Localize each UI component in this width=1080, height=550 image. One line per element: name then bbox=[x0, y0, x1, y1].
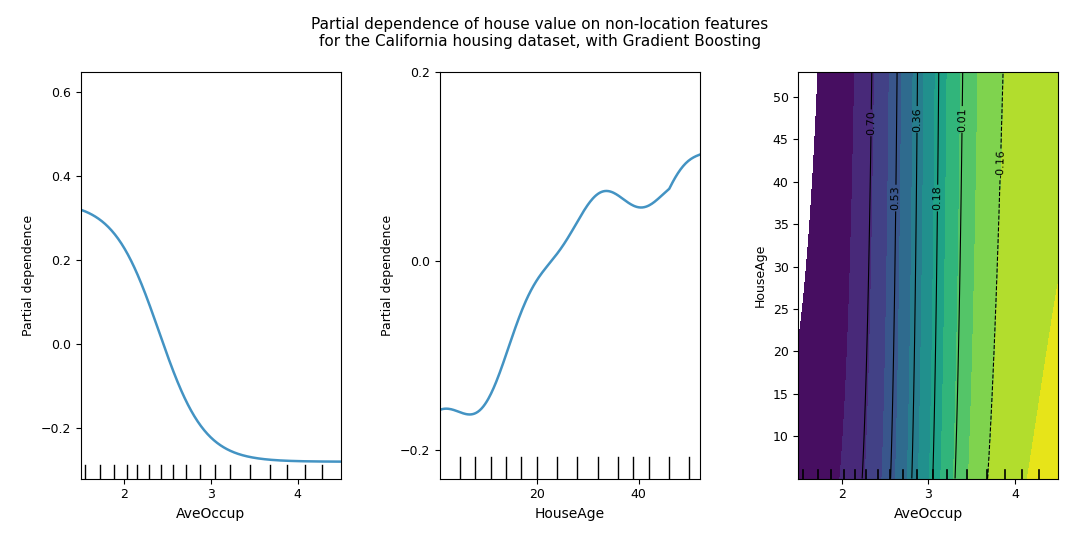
Text: 0.53: 0.53 bbox=[891, 186, 901, 211]
Text: 0.01: 0.01 bbox=[957, 107, 968, 132]
Text: Partial dependence of house value on non-location features
for the California ho: Partial dependence of house value on non… bbox=[311, 16, 769, 49]
Text: -0.16: -0.16 bbox=[995, 150, 1005, 178]
Text: 0.36: 0.36 bbox=[912, 107, 922, 132]
X-axis label: AveOccup: AveOccup bbox=[894, 507, 963, 521]
Y-axis label: Partial dependence: Partial dependence bbox=[381, 214, 394, 336]
X-axis label: HouseAge: HouseAge bbox=[535, 507, 605, 521]
Y-axis label: Partial dependence: Partial dependence bbox=[23, 214, 36, 336]
X-axis label: AveOccup: AveOccup bbox=[176, 507, 245, 521]
Text: 0.18: 0.18 bbox=[932, 185, 943, 211]
Y-axis label: HouseAge: HouseAge bbox=[754, 243, 767, 307]
Text: 0.70: 0.70 bbox=[866, 111, 876, 135]
